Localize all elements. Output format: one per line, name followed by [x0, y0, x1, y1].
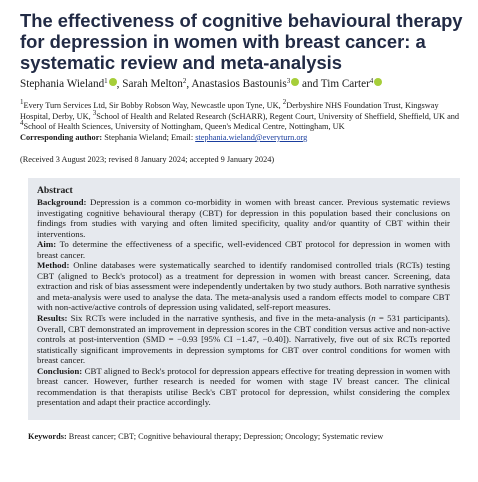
author[interactable]: Tim Carter4 — [321, 78, 383, 90]
affiliation-text: Derbyshire NHS Foundation Trust, Kingswa… — [20, 101, 439, 121]
affil-number: 1 — [20, 98, 24, 106]
section-text: Online databases were systematically sea… — [37, 260, 450, 313]
orcid-icon[interactable] — [291, 78, 300, 86]
keywords-text: Breast cancer; CBT; Cognitive behavioura… — [66, 432, 384, 441]
author-affil-number: 3 — [286, 77, 291, 85]
section-label: Results: — [37, 313, 68, 324]
section-label: Method: — [37, 260, 70, 271]
affil-number: 3 — [92, 108, 97, 117]
section-text: Depression is a common co-morbidity in w… — [37, 197, 450, 239]
author-separator: , — [116, 78, 123, 90]
article-title: The effectiveness of cognitive behaviour… — [20, 10, 463, 73]
author-name: Sarah Melton — [122, 78, 183, 90]
section-label: Aim: — [37, 239, 57, 250]
abstract-background: Background: Depression is a common co-mo… — [37, 197, 450, 239]
section-text: = 531 participants). Overall, CBT demons… — [37, 313, 450, 366]
section-label: Conclusion: — [37, 365, 83, 376]
author[interactable]: Sarah Melton2 — [122, 77, 187, 91]
italic-n: n — [371, 313, 376, 324]
abstract-heading: Abstract — [37, 185, 73, 196]
section-text: To determine the effectiveness of a spec… — [37, 239, 450, 260]
abstract-method: Method: Online databases were systematic… — [37, 260, 450, 313]
abstract-conclusion: Conclusion: CBT aligned to Beck's protoc… — [37, 366, 450, 408]
affil-number: 4 — [20, 119, 24, 128]
author-list: Stephania Wieland1, Sarah Melton2, Anast… — [20, 77, 383, 91]
corresponding-author: Corresponding author: Stephania Wieland;… — [20, 133, 468, 144]
author-affil-number: 2 — [182, 77, 187, 85]
received-dates: (Received 3 August 2023; revised 8 Janua… — [20, 155, 275, 164]
affiliation-text: School of Health Sciences, University of… — [23, 122, 345, 132]
author-name: Stephania Wieland — [20, 78, 105, 90]
abstract-box: Abstract Background: Depression is a com… — [28, 178, 460, 420]
author[interactable]: Stephania Wieland1 — [20, 78, 117, 90]
keywords-label: Keywords: — [28, 432, 67, 441]
orcid-icon[interactable] — [374, 78, 383, 86]
affil-number: 2 — [282, 98, 287, 106]
section-text: CBT aligned to Beck's protocol for depre… — [37, 365, 450, 408]
orcid-icon[interactable] — [108, 78, 117, 86]
corresponding-label: Corresponding author: — [20, 133, 103, 142]
author-name: Anastasios Bastounis — [191, 78, 287, 90]
affiliation-text: Every Turn Services Ltd, Sir Bobby Robso… — [23, 101, 283, 110]
author-affil-number: 1 — [104, 77, 108, 85]
author-separator: , — [186, 78, 192, 90]
abstract-aim: Aim: To determine the effectiveness of a… — [37, 239, 450, 260]
corresponding-text: Stephania Wieland; Email: — [102, 133, 196, 142]
affiliation-text: School of Health and Related Research (S… — [96, 111, 460, 121]
author-separator: and — [299, 78, 321, 90]
author[interactable]: Anastasios Bastounis3 — [191, 77, 300, 90]
keywords: Keywords: Breast cancer; CBT; Cognitive … — [28, 432, 383, 443]
section-text: Six RCTs were included in the narrative … — [67, 313, 372, 324]
email-link[interactable]: stephania.wieland@everyturn.org — [195, 133, 308, 142]
affiliations: 1Every Turn Services Ltd, Sir Bobby Robs… — [20, 98, 468, 133]
author-name: Tim Carter — [320, 78, 370, 90]
section-label: Background: — [37, 197, 87, 207]
author-affil-number: 4 — [369, 77, 374, 85]
abstract-results: Results: Six RCTs were included in the n… — [37, 313, 450, 366]
